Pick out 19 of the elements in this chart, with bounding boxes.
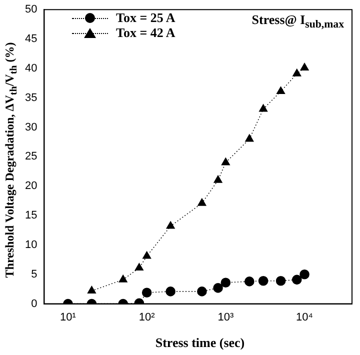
- x-tick-label: 10⁴: [296, 311, 314, 324]
- y-tick-label: 20: [24, 180, 38, 192]
- y-tick-label: 45: [24, 33, 38, 46]
- y-tick-label: 25: [24, 150, 38, 163]
- y-tick-label: 30: [24, 121, 38, 134]
- annotation: Stress@ I$_{sub,max}$: [252, 12, 344, 31]
- y-tick-label: 0: [31, 298, 38, 310]
- legend-label: Tox = 25 A: [116, 10, 176, 25]
- y-tick-label: 40: [24, 62, 38, 74]
- y-tick-label: 10: [24, 238, 38, 251]
- x-tick-label: 10¹: [60, 311, 76, 324]
- legend-label: Tox = 42 A: [116, 25, 176, 40]
- y-tick-label: 50: [24, 4, 38, 16]
- x-tick-label: 10²: [138, 311, 156, 324]
- y-tick-label: 15: [24, 210, 38, 222]
- y-tick-label: 5: [31, 268, 38, 280]
- x-tick-label: 10³: [218, 311, 234, 324]
- y-tick-label: 35: [24, 92, 38, 104]
- x-axis-title: Stress time (sec): [154, 335, 246, 351]
